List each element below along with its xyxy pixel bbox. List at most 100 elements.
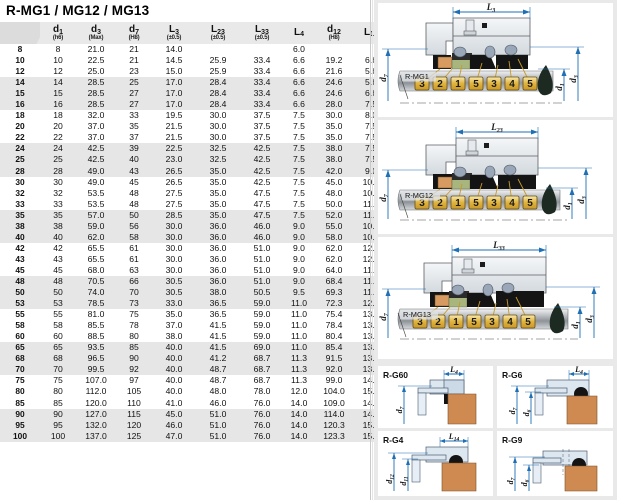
cell-d3: 85.5 — [87, 320, 105, 331]
cell-d12: 35.0 — [325, 121, 343, 132]
dim-label-L4: L4 — [449, 366, 458, 376]
cell-d3: 65.5 — [87, 242, 105, 253]
cell-L23: 41.5 — [209, 342, 227, 353]
cell-d3: 78.5 — [87, 298, 105, 309]
cell-d7: 23 — [129, 66, 139, 77]
cell-L14: 11.6 — [362, 287, 380, 298]
dim-label-d1: d1 — [562, 202, 574, 210]
table-row: 50 50 74.0 70 30.5 38.0 50.5 9.5 69.3 11.6 — [0, 287, 388, 299]
cell-size: 55 — [15, 309, 25, 320]
cell-d7: 33 — [129, 110, 139, 121]
figure-r-g6-drawing: L4 d7 d6 — [508, 366, 598, 425]
cell-L23: 36.0 — [209, 220, 227, 231]
cell-d12 — [314, 44, 354, 55]
cell-d12: 80.4 — [325, 331, 343, 342]
cell-d3: 28.5 — [87, 77, 105, 88]
cell-L4: 11.3 — [290, 364, 308, 375]
cell-L3: 28.5 — [165, 209, 183, 220]
cell-L4: 14.0 — [290, 430, 308, 441]
cell-d7: 25 — [129, 77, 139, 88]
cell-size: 68 — [15, 353, 25, 364]
col-header-tolerance: (Max) — [88, 34, 104, 41]
cell-L23: 25.9 — [209, 66, 227, 77]
cell-d1: 50 — [53, 287, 63, 298]
cell-d3: 112.0 — [85, 386, 107, 397]
cell-d1: 14 — [53, 77, 63, 88]
cell-L3: 40.0 — [165, 353, 183, 364]
cell-L3: 17.0 — [165, 99, 183, 110]
cell-d12: 50.0 — [325, 198, 343, 209]
cell-L23: 30.0 — [209, 121, 227, 132]
cell-L4: 9.0 — [293, 253, 305, 264]
dim-label-d6: d6 — [522, 409, 533, 416]
cell-d7: 21 — [129, 44, 139, 55]
cell-L3: 33.0 — [165, 298, 183, 309]
cell-L4: 6.6 — [293, 99, 305, 110]
cell-d7: 63 — [129, 264, 139, 275]
svg-text:5: 5 — [525, 317, 531, 328]
cell-L3: 27.5 — [165, 187, 183, 198]
cell-L33: 42.5 — [253, 154, 271, 165]
cell-L33: 47.5 — [253, 187, 271, 198]
cell-L4: 11.0 — [290, 342, 308, 353]
col-header-symbol: L23 — [211, 24, 225, 36]
cell-size: 20 — [15, 121, 25, 132]
svg-text:2: 2 — [437, 79, 443, 90]
cell-L33 — [240, 44, 284, 55]
cell-L3: 21.5 — [165, 121, 183, 132]
cell-L4: 11.3 — [290, 375, 308, 386]
cell-size: 50 — [15, 287, 25, 298]
cell-d1: 33 — [53, 198, 63, 209]
cell-L33: 51.0 — [253, 253, 271, 264]
cell-d12: 123.3 — [323, 430, 345, 441]
col-header-tolerance: (h6) — [52, 34, 64, 41]
cell-L3: 37.0 — [165, 320, 183, 331]
cell-d7: 90 — [129, 353, 139, 364]
cell-d1: 10 — [53, 55, 63, 66]
cell-L4: 11.0 — [290, 298, 308, 309]
cell-d7: 56 — [129, 220, 139, 231]
cell-d3: 37.0 — [87, 132, 105, 143]
cell-d12: 104.0 — [323, 386, 345, 397]
cell-d12: 42.0 — [325, 165, 343, 176]
dim-label-d3: d3 — [568, 75, 580, 83]
col-header-L3: L3 (±0.5) — [152, 22, 196, 44]
cell-d3: 99.5 — [87, 364, 105, 375]
cell-L4: 7.5 — [293, 110, 305, 121]
cell-d12: 30.0 — [325, 110, 343, 121]
cell-L23: 48.7 — [209, 364, 227, 375]
col-header-symbol: L3 — [168, 24, 179, 36]
cell-d3: 81.0 — [87, 309, 105, 320]
cell-L3: 30.5 — [165, 287, 183, 298]
svg-text:5: 5 — [473, 79, 479, 90]
page-title: R-MG1 / MG12 / MG13 — [6, 3, 150, 18]
cell-d3: 22.5 — [87, 55, 105, 66]
cell-d3: 88.5 — [87, 331, 105, 342]
cell-size: 70 — [15, 364, 25, 375]
cell-d1: 43 — [53, 253, 63, 264]
cell-d1: 85 — [53, 397, 63, 408]
cell-size: 28 — [15, 165, 25, 176]
dim-label-d11: d11 — [399, 476, 410, 485]
cell-d3: 42.5 — [87, 143, 105, 154]
cell-L23: 36.0 — [209, 242, 227, 253]
col-header-d1: d1 (h6) — [40, 22, 76, 44]
cell-d12: 68.4 — [325, 276, 343, 286]
figure-r-g9-label: R-G9 — [502, 435, 523, 445]
cell-d12: 91.5 — [325, 353, 343, 364]
cell-d7: 61 — [129, 242, 139, 253]
cell-d7: 48 — [129, 198, 139, 209]
cell-L4: 9.5 — [293, 287, 305, 298]
cell-L23: 41.5 — [209, 331, 227, 342]
cell-L3: 30.0 — [165, 220, 183, 231]
dim-label-d7: d7 — [378, 193, 390, 202]
cell-d12: 45.0 — [325, 176, 343, 187]
cell-d12: 62.0 — [325, 253, 343, 264]
